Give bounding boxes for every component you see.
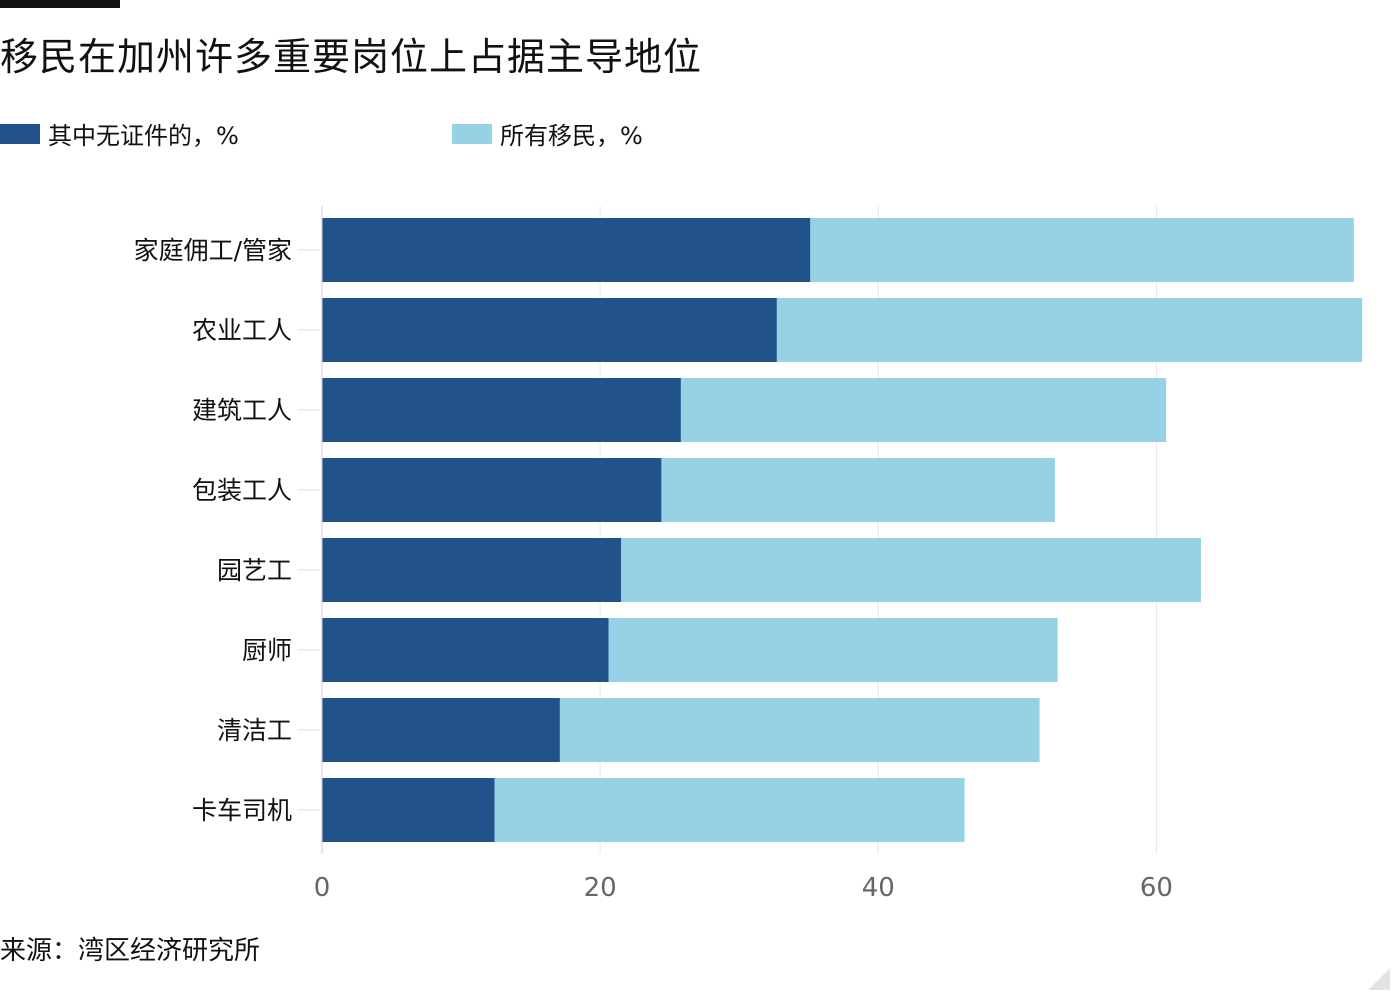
bar-undocumented-0 (322, 218, 811, 282)
x-tick-label-0: 0 (314, 873, 331, 900)
legend-label-undocumented: 其中无证件的，% (48, 122, 239, 150)
source-note: 来源：湾区经济研究所 (0, 936, 261, 966)
category-label-7: 卡车司机 (192, 796, 292, 825)
bar-undocumented-6 (322, 698, 560, 762)
x-tick-label-20: 20 (584, 873, 617, 900)
top-rule (0, 0, 120, 8)
x-tick-label-60: 60 (1140, 873, 1173, 900)
legend-swatch-all-immigrants (452, 123, 492, 144)
legend: 其中无证件的，% 所有移民，% (0, 116, 1000, 152)
legend-item-undocumented: 其中无证件的，% (0, 116, 239, 151)
bar-undocumented-2 (322, 378, 681, 442)
category-label-6: 清洁工 (217, 716, 292, 745)
bar-undocumented-3 (322, 458, 662, 522)
bar-undocumented-1 (322, 298, 777, 362)
x-tick-label-40: 40 (862, 873, 895, 900)
bar-undocumented-5 (322, 618, 609, 682)
category-label-4: 园艺工 (217, 556, 292, 585)
category-label-0: 家庭佣工/管家 (134, 236, 292, 265)
category-label-3: 包装工人 (192, 476, 292, 505)
bar-undocumented-7 (322, 778, 495, 842)
category-label-1: 农业工人 (192, 316, 292, 345)
legend-label-all-immigrants: 所有移民，% (500, 122, 643, 150)
corner-fold (1368, 968, 1390, 990)
category-label-2: 建筑工人 (192, 396, 292, 425)
category-label-5: 厨师 (242, 636, 292, 665)
legend-swatch-undocumented (0, 123, 40, 144)
legend-item-all-immigrants: 所有移民，% (452, 116, 643, 151)
chart-title: 移民在加州许多重要岗位上占据主导地位 (0, 35, 703, 79)
bar-undocumented-4 (322, 538, 621, 602)
